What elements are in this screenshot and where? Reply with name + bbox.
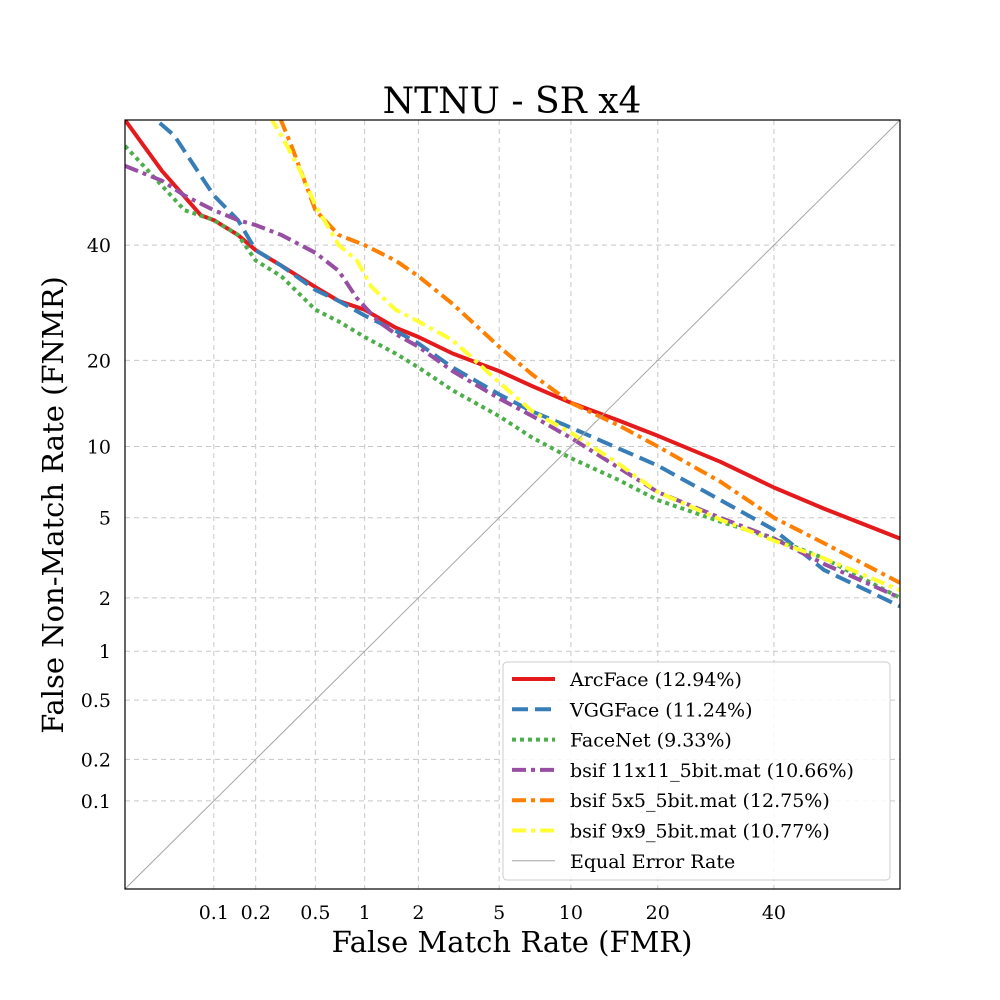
y-tick-label: 2 [99,588,111,610]
legend-box [502,661,891,881]
legend-label-vggface-11-24: VGGFace (11.24%) [569,699,753,721]
tick-labels: 0.1 0.2 0.5 1 2 5 10 20 40 0.1 0.2 0.5 1 2 5 10 20 40 [81,235,786,924]
y-axis-title: False Non-Match Rate (FNMR) [36,276,70,734]
x-tick-label: 5 [493,902,505,924]
plot-frame [124,119,901,890]
legend: ArcFace (12.94%) VGGFace (11.24%) FaceNet … [502,661,891,881]
series-line-facenet-9-33 [125,144,900,600]
x-tick-label: 0.1 [199,902,229,924]
legend-label-bsif-11x11-5bit-mat-10-66: bsif 11x11_5bit.mat (10.66%) [570,760,854,782]
legend-label-equal-error-rate: Equal Error Rate [570,851,735,873]
x-tick-label: 40 [762,902,786,924]
x-tick-label: 0.2 [241,902,271,924]
legend-label-bsif-5x5-5bit-mat-12-75: bsif 5x5_5bit.mat (12.75%) [570,790,830,812]
series-line-bsif-9x9-5bit-mat-10-77 [269,120,900,592]
y-tick-label: 40 [87,235,111,257]
series-line-vggface-11-24 [153,120,900,609]
series-line-arcface-12-94 [125,120,900,541]
x-tick-label: 1 [359,902,371,924]
y-tick-label: 5 [99,508,111,530]
legend-label-arcface-12-94: ArcFace (12.94%) [569,669,742,691]
legend-label-bsif-9x9-5bit-mat-10-77: bsif 9x9_5bit.mat (10.77%) [570,821,830,843]
x-tick-label: 20 [646,902,670,924]
series-line-equal-error-rate [125,120,900,889]
x-tick-label: 10 [559,902,583,924]
legend-label-facenet-9-33: FaceNet (9.33%) [570,730,732,752]
series-line-bsif-11x11-5bit-mat-10-66 [125,164,900,600]
series-line-bsif-5x5-5bit-mat-12-75 [278,120,900,585]
x-tick-label: 2 [412,902,424,924]
y-tick-label: 0.1 [81,791,111,813]
x-tick-label: 0.5 [300,902,330,924]
chart-title: NTNU - SR x4 [383,81,642,122]
y-tick-label: 10 [87,437,111,459]
y-tick-label: 0.5 [81,690,111,712]
y-tick-label: 20 [87,350,111,372]
x-axis-title: False Match Rate (FMR) [332,925,693,959]
y-tick-label: 0.2 [81,749,111,771]
series-layer [125,120,900,889]
y-tick-label: 1 [99,641,111,663]
